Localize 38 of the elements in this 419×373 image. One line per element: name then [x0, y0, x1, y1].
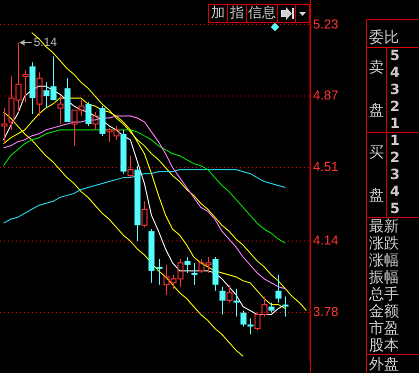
- text: 4: [390, 184, 400, 201]
- text: 3: [390, 82, 400, 99]
- text: 股本: [369, 336, 399, 354]
- candlestick: [2, 108, 8, 144]
- text: 2: [390, 99, 400, 116]
- annotation: 信息: [246, 4, 278, 23]
- text: 4: [390, 65, 400, 82]
- text: 1: [390, 133, 400, 150]
- text: 总手: [369, 285, 399, 303]
- text: 5: [390, 48, 400, 65]
- text: 5: [390, 201, 400, 218]
- text: 市盈: [369, 319, 399, 337]
- text: 委比: [369, 28, 399, 46]
- annotation: 加: [208, 4, 228, 23]
- y-tick-label: 4.14: [313, 232, 338, 248]
- text: 3: [390, 167, 400, 184]
- y-tick-label: 5.23: [313, 16, 338, 32]
- text: 1: [390, 116, 400, 133]
- candlestick: [58, 96, 64, 124]
- candlestick: [92, 112, 98, 130]
- candlestick: [22, 70, 28, 103]
- text: 2: [390, 150, 400, 167]
- text: 金额: [369, 302, 399, 320]
- candlestick: [128, 155, 134, 178]
- y-tick-label: 4.87: [313, 88, 338, 103]
- text: 最新: [369, 217, 399, 235]
- candlestick: [142, 200, 148, 228]
- text: 涨跌: [369, 234, 399, 252]
- annotation: 指: [227, 4, 247, 23]
- candlestick: [36, 72, 42, 117]
- text: 卖盘: [369, 58, 384, 119]
- candlestick: [226, 284, 232, 304]
- y-tick-label: 4.51: [313, 159, 338, 174]
- text: 振幅: [369, 268, 399, 286]
- text: 涨幅: [369, 251, 399, 269]
- y-tick-label: 3.78: [313, 304, 338, 320]
- text: 买盘: [369, 143, 384, 204]
- text: 外盘: [369, 355, 399, 373]
